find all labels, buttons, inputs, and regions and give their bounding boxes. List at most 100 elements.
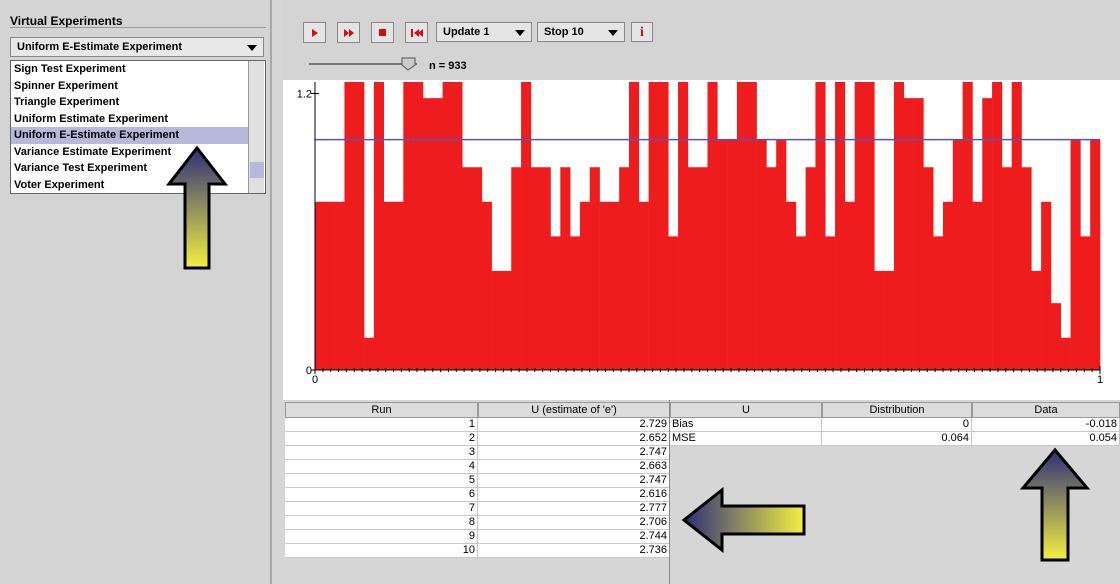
- bar: [952, 139, 963, 370]
- list-item[interactable]: Variance Estimate Experiment: [14, 145, 172, 158]
- update-dropdown[interactable]: Update 1: [436, 22, 532, 42]
- bar: [943, 201, 954, 370]
- tables: Run U (estimate of 'e') 1 2.729 2 2.652 3 2.747…: [283, 400, 1120, 584]
- table-cell: 2: [285, 432, 478, 446]
- bar: [805, 167, 816, 370]
- bar: [717, 139, 728, 370]
- bar: [1031, 270, 1042, 370]
- bar: [373, 82, 384, 370]
- table-cell: 10: [285, 544, 478, 558]
- bar: [511, 167, 522, 370]
- bar: [903, 98, 914, 371]
- bar: [501, 270, 512, 370]
- bar: [727, 139, 738, 370]
- sample-size: n = 933: [429, 60, 467, 72]
- bar: [354, 82, 365, 370]
- bar: [1021, 167, 1032, 370]
- table-cell: 2.777: [478, 502, 670, 516]
- bar: [334, 201, 345, 370]
- dropdown-arrow: [608, 30, 618, 36]
- list-item[interactable]: Spinner Experiment: [14, 79, 118, 92]
- list-item[interactable]: Uniform E-Estimate Experiment: [11, 127, 250, 144]
- bar: [658, 82, 669, 370]
- table-cell: 0.054: [972, 432, 1120, 446]
- table-cell: 1: [285, 418, 478, 432]
- run-button[interactable]: [337, 22, 360, 43]
- table-cell: MSE: [670, 432, 822, 446]
- bar: [982, 98, 993, 371]
- divider: [669, 400, 670, 584]
- bar: [609, 201, 620, 370]
- bar: [697, 167, 708, 370]
- bar: [972, 201, 983, 370]
- table-cell: 2.744: [478, 530, 670, 544]
- dropdown-arrow: [247, 45, 257, 51]
- bar: [422, 98, 434, 371]
- bar: [1041, 201, 1052, 370]
- list-item[interactable]: Voter Experiment: [14, 178, 105, 191]
- bar: [854, 82, 865, 370]
- bar: [530, 167, 541, 370]
- stop-value: Stop 10: [544, 26, 584, 38]
- slider[interactable]: [307, 56, 427, 72]
- table-cell: 2.747: [478, 446, 670, 460]
- table-cell: 2.663: [478, 460, 670, 474]
- bar: [1060, 337, 1071, 370]
- list-item[interactable]: Sign Test Experiment: [14, 63, 126, 75]
- bar: [1001, 167, 1012, 370]
- list-item[interactable]: Triangle Experiment: [14, 96, 120, 108]
- bar: [1070, 139, 1081, 370]
- bar: [324, 201, 335, 370]
- table-cell: 2.729: [478, 418, 670, 432]
- bar: [913, 98, 924, 371]
- table-cell: -0.018: [972, 418, 1120, 432]
- bar: [393, 201, 404, 370]
- control-buttons: [303, 22, 428, 43]
- bar: [844, 201, 855, 370]
- histogram-chart: 0 1 0 1.2: [283, 80, 1120, 400]
- bar: [383, 201, 394, 370]
- bar: [825, 236, 836, 370]
- bar: [893, 82, 905, 370]
- update-value: Update 1: [443, 26, 490, 38]
- bar: [491, 270, 502, 370]
- info-button[interactable]: i: [631, 22, 653, 42]
- table-cell: 2.706: [478, 516, 670, 530]
- bar: [874, 270, 885, 370]
- list-item[interactable]: Variance Test Experiment: [14, 162, 148, 174]
- bar: [1050, 303, 1062, 370]
- bar: [776, 139, 787, 370]
- bar: [432, 98, 443, 371]
- bar: [923, 167, 934, 370]
- bar: [815, 82, 826, 370]
- bar: [599, 201, 610, 370]
- bar: [884, 270, 895, 370]
- bar: [648, 82, 659, 370]
- bar: [1080, 236, 1091, 370]
- list-item[interactable]: Uniform Estimate Experiment: [14, 112, 169, 125]
- bar: [472, 167, 483, 370]
- bar: [579, 201, 591, 370]
- bar: [540, 167, 551, 370]
- bar: [864, 82, 875, 370]
- bar: [315, 201, 326, 370]
- bar: [687, 167, 698, 370]
- stop-dropdown[interactable]: Stop 10: [537, 22, 625, 42]
- bar: [403, 82, 414, 370]
- bar: [364, 337, 375, 370]
- experiment-dropdown[interactable]: Uniform E-Estimate Experiment: [10, 37, 264, 57]
- scroll-thumb[interactable]: [250, 162, 264, 178]
- table-cell: 4: [285, 460, 478, 474]
- table-cell: 2.747: [478, 474, 670, 488]
- table-cell: 7: [285, 502, 478, 516]
- scrollbar: [248, 61, 264, 193]
- bar: [570, 236, 581, 370]
- bar: [746, 82, 757, 370]
- table-cell: 2.736: [478, 544, 670, 558]
- table-cell: 0: [822, 418, 972, 432]
- bar: [962, 82, 973, 370]
- experiment-list: Sign Test Experiment Spinner Experiment Tr…: [10, 60, 266, 194]
- column-header: Run: [285, 402, 478, 418]
- x-tick-label: 1: [1097, 374, 1103, 386]
- bar: [344, 82, 355, 370]
